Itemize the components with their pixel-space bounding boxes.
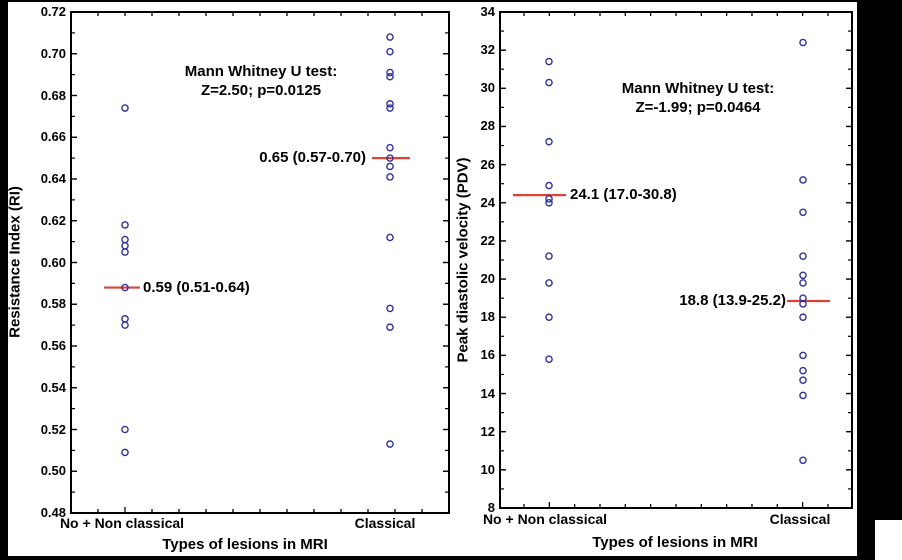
- data-point: [386, 72, 394, 81]
- data-point: [799, 252, 807, 260]
- right-plot-x-axis-title: Types of lesions in MRI: [592, 534, 758, 551]
- data-point: [121, 235, 129, 244]
- y-tick-label: 26: [480, 156, 495, 172]
- left-plot-x-axis-title: Types of lesions in MRI: [162, 536, 328, 553]
- data-point: [545, 57, 553, 66]
- figure-background: [8, 2, 857, 556]
- data-point: [799, 176, 807, 184]
- y-tick-label: 32: [480, 42, 495, 58]
- data-point: [121, 241, 129, 250]
- data-point: [386, 154, 394, 162]
- data-point: [386, 304, 394, 313]
- y-tick-label: 0.48: [40, 505, 66, 520]
- data-point: [386, 440, 394, 448]
- data-point: [799, 279, 807, 287]
- data-point: [386, 173, 394, 181]
- data-point: [386, 100, 394, 108]
- data-point: [545, 78, 553, 87]
- right-plot-annotation-line2: Z=-1.99; p=0.0464: [635, 99, 761, 116]
- y-tick-label: 14: [480, 385, 495, 401]
- y-tick-label: 0.52: [40, 421, 66, 437]
- y-tick-label: 0.50: [40, 463, 66, 479]
- data-point: [799, 300, 807, 308]
- data-point: [799, 313, 807, 322]
- right-plot-y-axis-title: Peak diastolic velocity (PDV): [454, 157, 472, 363]
- left-plot-y-axis-title: Resistance Index (RI): [6, 186, 24, 338]
- data-point: [121, 221, 129, 229]
- data-point: [121, 248, 129, 256]
- data-point: [386, 323, 394, 332]
- data-point: [545, 279, 553, 287]
- y-tick-label: 8: [487, 500, 495, 515]
- left-plot-classical-median-label: 0.65 (0.57-0.70): [259, 149, 366, 166]
- y-tick-label: 0.60: [40, 254, 66, 270]
- data-point: [545, 195, 553, 203]
- data-point: [121, 283, 129, 292]
- y-tick-label: 0.70: [40, 45, 66, 61]
- data-point: [121, 425, 129, 434]
- data-point: [799, 351, 807, 360]
- data-point: [545, 355, 553, 364]
- data-point: [545, 181, 553, 190]
- data-point: [386, 68, 394, 77]
- left-plot-nonclassical-median-label: 0.59 (0.51-0.64): [143, 279, 250, 296]
- y-tick-label: 34: [480, 4, 495, 19]
- right-plot-category-label-nonclassical: No + Non classical: [482, 511, 608, 527]
- data-point: [545, 252, 553, 260]
- y-tick-label: 0.64: [40, 171, 66, 186]
- data-point: [386, 33, 394, 41]
- data-point: [799, 456, 807, 465]
- y-tick-label: 10: [480, 461, 495, 477]
- data-point: [799, 208, 807, 217]
- left-plot-annotation-line1: Mann Whitney U test:: [184, 63, 338, 80]
- left-plot-annotation: Mann Whitney U test: Z=2.50; p=0.0125: [185, 62, 338, 100]
- data-point: [121, 104, 129, 112]
- data-point: [545, 137, 553, 146]
- left-plot-annotation-line2: Z=2.50; p=0.0125: [200, 82, 322, 99]
- y-tick-label: 22: [480, 232, 495, 248]
- y-tick-label: 18: [480, 309, 495, 325]
- y-tick-label: 0.58: [40, 296, 66, 312]
- data-point: [545, 198, 553, 207]
- y-tick-label: 28: [480, 118, 495, 134]
- right-plot-nonclassical-median-label: 24.1 (17.0-30.8): [570, 186, 677, 203]
- y-tick-label: 20: [480, 271, 495, 287]
- data-point: [386, 47, 394, 56]
- y-tick-label: 12: [480, 423, 495, 439]
- data-point: [386, 104, 394, 112]
- y-tick-label: 30: [480, 80, 495, 96]
- left-plot-category-label-classical: Classical: [354, 515, 416, 531]
- data-point: [799, 391, 807, 400]
- data-point: [386, 162, 394, 171]
- data-point: [121, 321, 129, 329]
- left-plot-category-label-nonclassical: No + Non classical: [59, 515, 185, 531]
- right-plot-annotation-line1: Mann Whitney U test:: [621, 80, 775, 97]
- y-tick-label: 16: [480, 347, 495, 363]
- y-tick-label: 0.68: [40, 87, 66, 103]
- data-point: [121, 448, 129, 457]
- y-tick-label: 0.72: [40, 4, 66, 19]
- y-tick-label: 24: [480, 194, 495, 210]
- data-point: [121, 315, 129, 323]
- data-point: [545, 313, 553, 322]
- right-plot-classical-median-label: 18.8 (13.9-25.2): [679, 292, 786, 309]
- y-tick-label: 0.62: [40, 212, 66, 228]
- y-tick-label: 0.54: [40, 379, 66, 395]
- data-point: [386, 233, 394, 242]
- y-tick-label: 0.56: [40, 338, 66, 353]
- right-plot-category-label-classical: Classical: [769, 511, 831, 527]
- right-plot-annotation: Mann Whitney U test: Z=-1.99; p=0.0464: [622, 79, 775, 117]
- data-point: [386, 143, 394, 152]
- data-point: [799, 271, 807, 280]
- figure-background-corner: [875, 520, 902, 560]
- data-point: [799, 376, 807, 384]
- data-point: [799, 366, 807, 375]
- data-point: [799, 38, 807, 47]
- y-tick-label: 0.66: [40, 129, 66, 145]
